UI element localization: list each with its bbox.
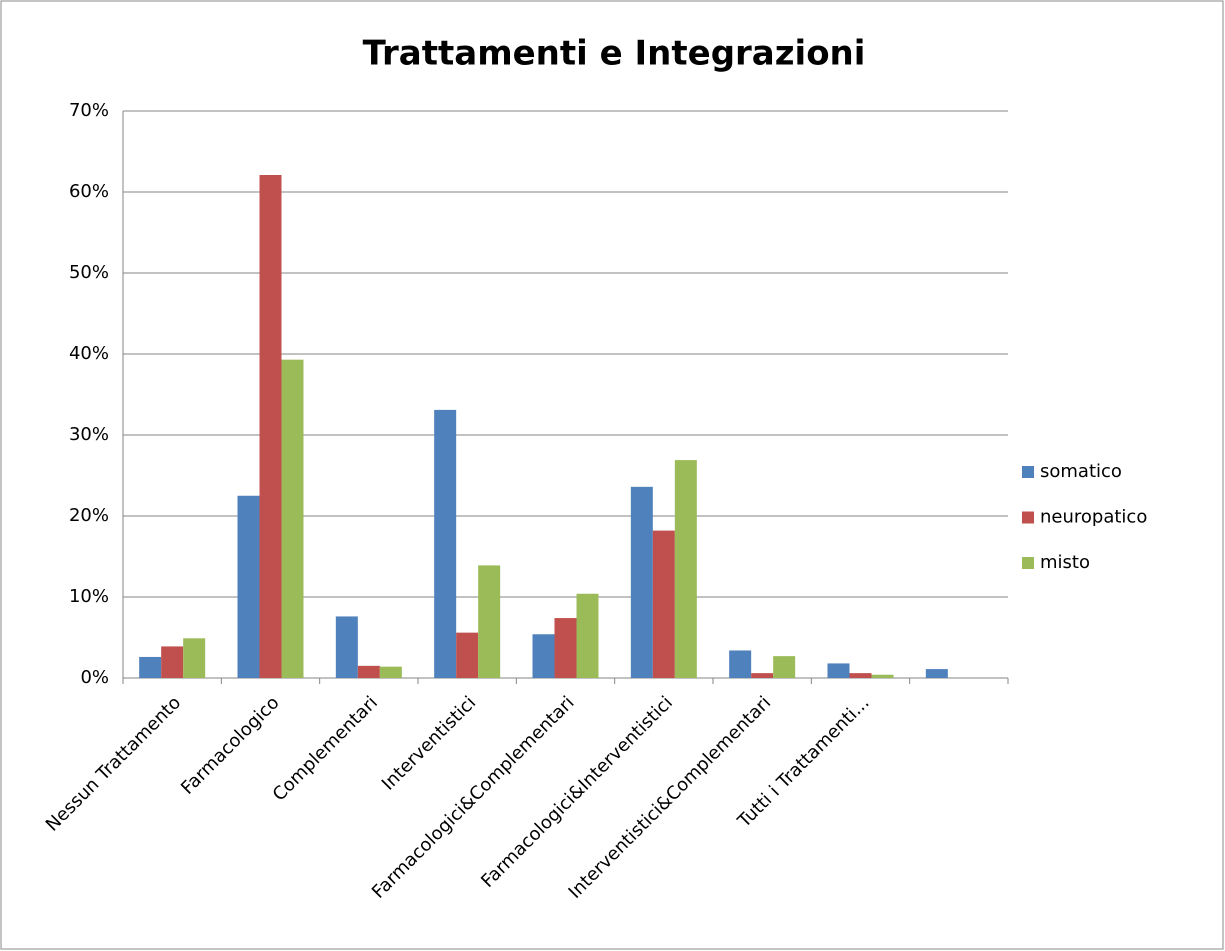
legend-label: somatico xyxy=(1040,461,1122,482)
bar xyxy=(379,666,402,678)
bar xyxy=(773,656,796,678)
bar xyxy=(652,530,675,678)
bar xyxy=(183,638,206,678)
bar xyxy=(161,646,184,678)
bar xyxy=(630,486,653,678)
legend-label: neuropatico xyxy=(1040,507,1147,528)
bar xyxy=(576,593,599,678)
bar xyxy=(237,495,260,678)
y-tick-label: 10% xyxy=(69,586,109,607)
y-tick-label: 40% xyxy=(69,343,109,364)
bar xyxy=(849,673,872,678)
bar xyxy=(259,174,282,679)
bar xyxy=(925,669,948,678)
bar xyxy=(751,673,774,678)
bar xyxy=(554,618,577,678)
bar xyxy=(532,634,555,678)
bar xyxy=(139,656,162,678)
y-tick-label: 0% xyxy=(80,667,109,688)
y-tick-label: 70% xyxy=(69,100,109,121)
bar xyxy=(357,665,380,678)
bar xyxy=(871,674,894,678)
legend-label: misto xyxy=(1040,552,1090,573)
bar xyxy=(456,632,479,678)
bar xyxy=(335,616,358,678)
bar xyxy=(281,359,304,678)
legend-swatch xyxy=(1022,511,1034,524)
bar xyxy=(478,565,501,678)
bar xyxy=(434,409,457,678)
legend-swatch xyxy=(1022,466,1034,478)
y-tick-label: 20% xyxy=(69,505,109,526)
y-tick-label: 60% xyxy=(69,181,109,202)
bar xyxy=(729,650,752,678)
chart-title: Trattamenti e Integrazioni xyxy=(363,34,866,74)
legend-swatch xyxy=(1022,557,1034,569)
y-tick-label: 50% xyxy=(69,262,109,283)
bar xyxy=(827,663,850,678)
y-tick-label: 30% xyxy=(69,424,109,445)
bar xyxy=(674,460,697,678)
